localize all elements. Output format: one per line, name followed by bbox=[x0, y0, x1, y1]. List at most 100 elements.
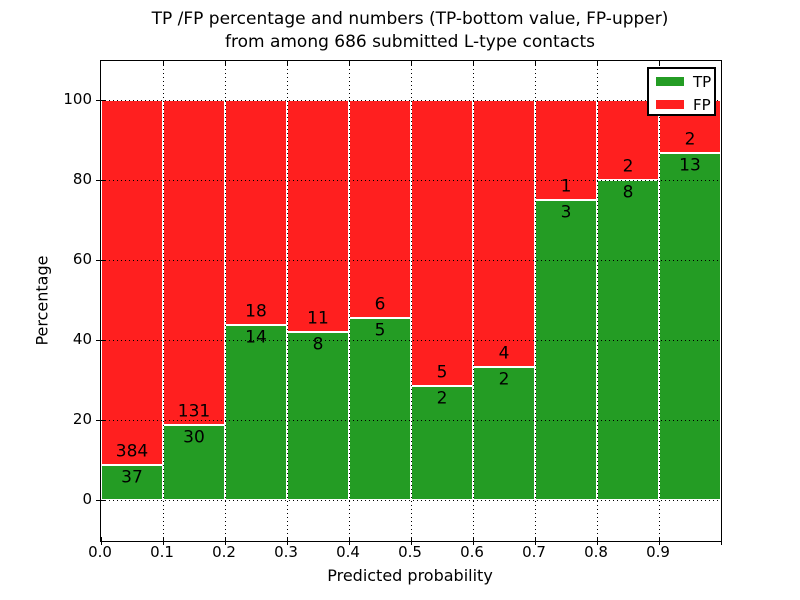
vertical-gridline bbox=[597, 61, 598, 541]
tp-bar-segment bbox=[535, 200, 597, 500]
x-tick-label: 0.0 bbox=[88, 543, 112, 561]
y-axis-tick bbox=[96, 179, 101, 181]
top-axis-tick bbox=[410, 61, 412, 65]
x-axis-tick bbox=[410, 541, 412, 545]
x-tick-label: 0.5 bbox=[398, 543, 422, 561]
x-axis-tick bbox=[596, 541, 598, 545]
fp-bar-segment bbox=[411, 100, 473, 386]
legend: TP FP bbox=[647, 67, 716, 116]
tp-count-label: 3 bbox=[560, 202, 572, 223]
x-axis-label: Predicted probability bbox=[327, 566, 493, 585]
y-axis-tick bbox=[96, 419, 101, 421]
x-axis-tick-inner bbox=[286, 537, 288, 541]
vertical-gridline bbox=[225, 61, 226, 541]
tp-bar-segment bbox=[287, 331, 349, 500]
tp-count-label: 8 bbox=[622, 182, 634, 203]
top-axis-tick bbox=[596, 61, 598, 65]
y-tick-label: 40 bbox=[72, 330, 92, 348]
fp-count-label: 18 bbox=[245, 301, 267, 322]
fp-legend-swatch bbox=[656, 100, 684, 109]
x-axis-tick bbox=[348, 541, 350, 545]
y-axis-tick-inner bbox=[101, 179, 105, 181]
y-axis-tick-inner bbox=[101, 259, 105, 261]
tp-count-label: 2 bbox=[436, 388, 448, 409]
y-axis-tick bbox=[96, 499, 101, 501]
x-tick-label: 0.2 bbox=[212, 543, 236, 561]
x-axis-tick-inner bbox=[658, 537, 660, 541]
x-axis-tick-inner bbox=[100, 537, 102, 541]
x-axis-tick bbox=[100, 541, 102, 545]
tp-bar-segment bbox=[349, 318, 411, 500]
x-tick-label: 0.7 bbox=[522, 543, 546, 561]
tp-bar-segment bbox=[101, 464, 163, 500]
y-axis-tick-inner bbox=[101, 99, 105, 101]
vertical-gridline bbox=[163, 61, 164, 541]
fp-count-label: 384 bbox=[115, 441, 149, 462]
plot-area: TP FP 384 37 131 30 18 14 11 8 6 5 5 2 4 2 1 3 2 8 2 13 bbox=[96, 60, 722, 545]
fp-bar-segment bbox=[101, 100, 163, 465]
fp-count-label: 1 bbox=[560, 176, 572, 197]
y-axis-tick bbox=[96, 99, 101, 101]
top-axis-tick bbox=[534, 61, 536, 65]
tp-count-label: 8 bbox=[312, 334, 324, 355]
vertical-gridline bbox=[349, 61, 350, 541]
x-axis-tick-inner bbox=[534, 537, 536, 541]
x-axis-tick bbox=[162, 541, 164, 545]
vertical-gridline bbox=[411, 61, 412, 541]
tp-count-label: 30 bbox=[183, 427, 205, 448]
tp-count-label: 2 bbox=[498, 369, 510, 390]
fp-count-label: 2 bbox=[684, 129, 696, 150]
vertical-gridline bbox=[473, 61, 474, 541]
x-axis-tick bbox=[472, 541, 474, 545]
fp-count-label: 131 bbox=[177, 401, 211, 422]
y-tick-label: 100 bbox=[63, 90, 92, 108]
legend-entry-fp: FP bbox=[649, 94, 714, 114]
x-tick-label: 0.1 bbox=[150, 543, 174, 561]
top-axis-tick bbox=[286, 61, 288, 65]
tp-bar-segment bbox=[225, 325, 287, 500]
x-axis-tick-inner bbox=[720, 537, 722, 541]
top-axis-tick bbox=[162, 61, 164, 65]
fp-count-label: 11 bbox=[307, 308, 329, 329]
x-axis-tick-inner bbox=[472, 537, 474, 541]
chart-title-line1: TP /FP percentage and numbers (TP-bottom… bbox=[151, 9, 669, 29]
x-tick-label: 0.6 bbox=[460, 543, 484, 561]
fp-bar-segment bbox=[287, 100, 349, 332]
x-axis-tick bbox=[534, 541, 536, 545]
y-axis-tick bbox=[96, 339, 101, 341]
tp-count-label: 14 bbox=[245, 327, 267, 348]
tp-count-label: 13 bbox=[679, 155, 701, 176]
x-axis-tick bbox=[286, 541, 288, 545]
x-tick-label: 0.3 bbox=[274, 543, 298, 561]
tp-bar-segment bbox=[473, 366, 535, 500]
top-axis-tick bbox=[658, 61, 660, 65]
chart-title-line2: from among 686 submitted L-type contacts bbox=[224, 32, 595, 52]
chart-title: TP /FP percentage and numbers (TP-bottom… bbox=[110, 8, 710, 54]
y-axis-tick-inner bbox=[101, 419, 105, 421]
vertical-gridline bbox=[659, 61, 660, 541]
y-tick-label: 80 bbox=[72, 170, 92, 188]
fp-count-label: 5 bbox=[436, 362, 448, 383]
fp-count-label: 2 bbox=[622, 156, 634, 177]
tp-count-label: 37 bbox=[121, 467, 143, 488]
fp-count-label: 6 bbox=[374, 294, 386, 315]
x-axis-tick bbox=[720, 541, 722, 545]
y-axis-tick bbox=[96, 259, 101, 261]
y-tick-label: 20 bbox=[72, 410, 92, 428]
top-axis-tick bbox=[224, 61, 226, 65]
top-axis-tick bbox=[348, 61, 350, 65]
tp-legend-label: TP bbox=[693, 73, 712, 91]
x-axis-tick-inner bbox=[348, 537, 350, 541]
y-tick-label: 0 bbox=[82, 490, 92, 508]
tp-count-label: 5 bbox=[374, 320, 386, 341]
fp-legend-label: FP bbox=[693, 96, 711, 114]
legend-entry-tp: TP bbox=[649, 71, 714, 91]
tp-legend-swatch bbox=[656, 77, 684, 86]
top-axis-tick bbox=[472, 61, 474, 65]
vertical-gridline bbox=[535, 61, 536, 541]
y-tick-label: 60 bbox=[72, 250, 92, 268]
fp-bar-segment bbox=[225, 100, 287, 325]
x-tick-label: 0.8 bbox=[584, 543, 608, 561]
y-axis-label: Percentage bbox=[32, 255, 52, 346]
